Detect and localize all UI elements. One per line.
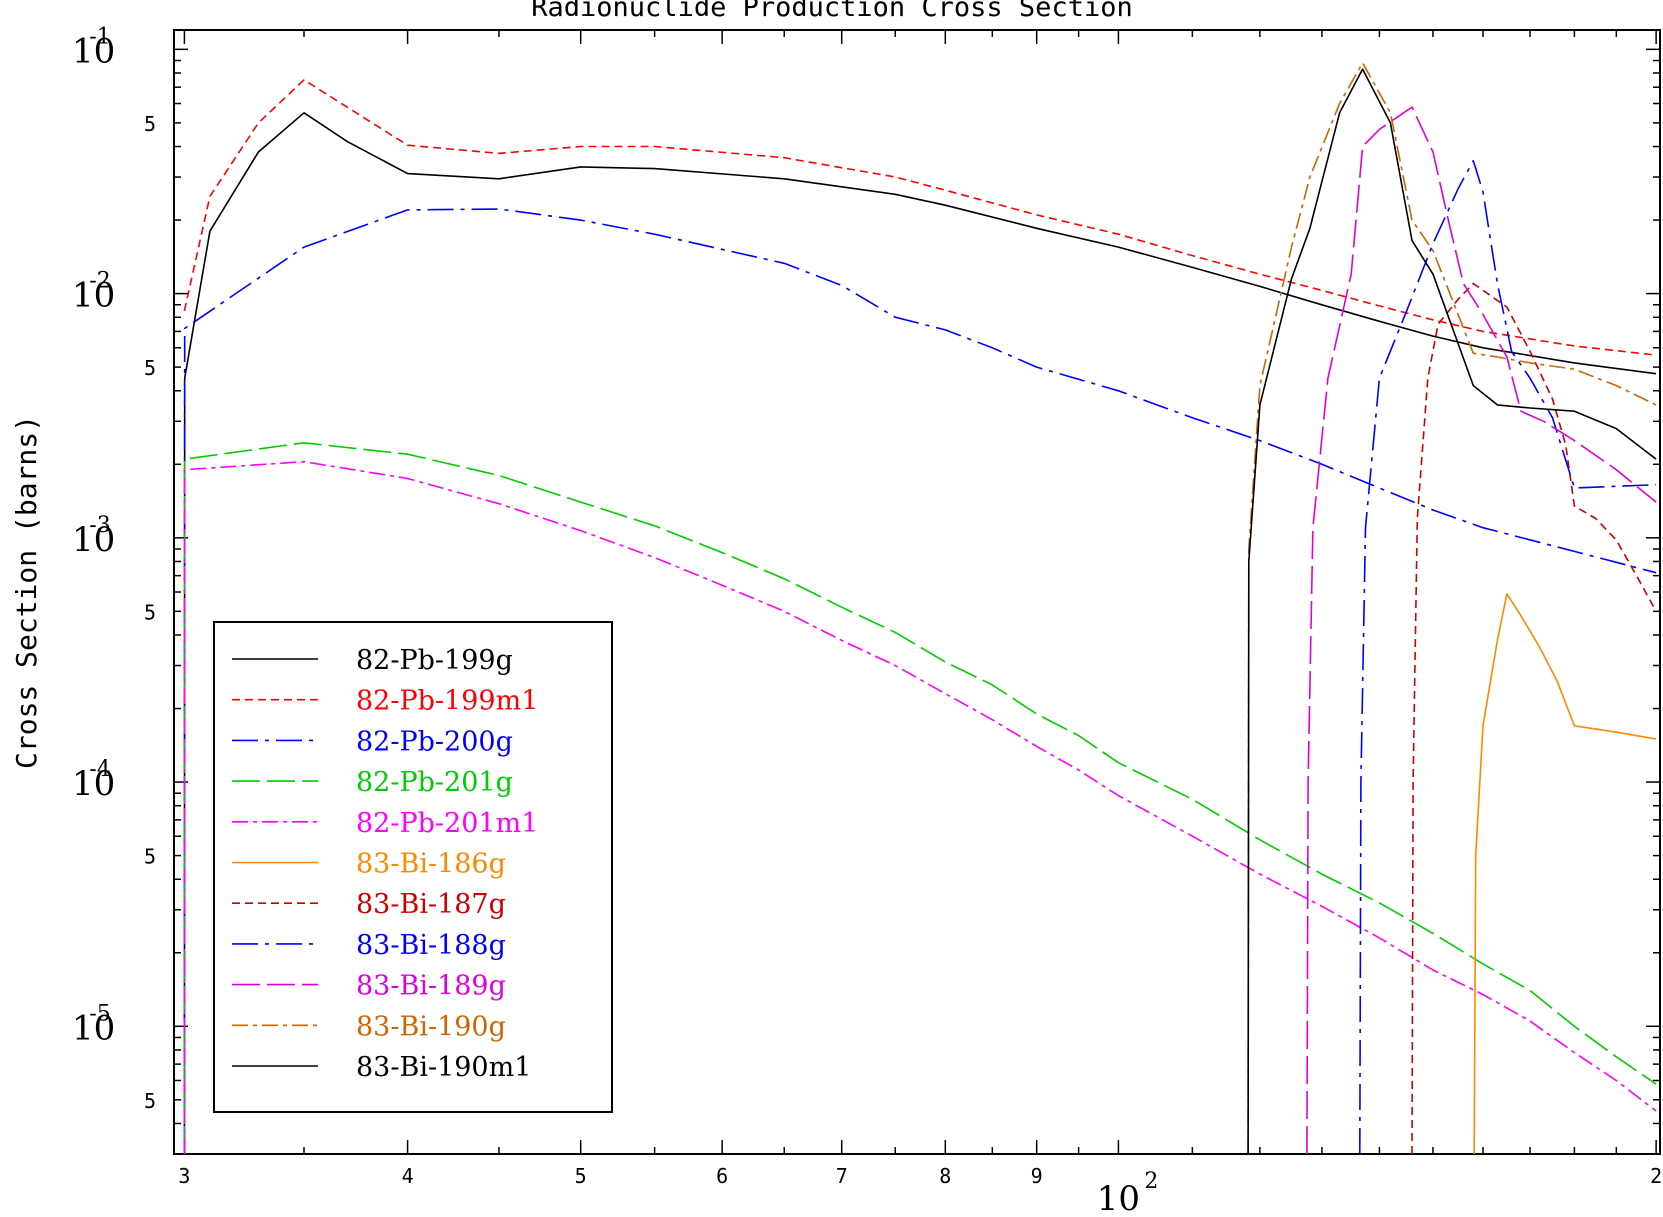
- legend-label-83-bi-190g: 83-Bi-190g: [356, 1011, 506, 1042]
- series-line-83-bi-189g: [1306, 106, 1657, 1154]
- chart-title: Radionuclide Production Cross Section: [531, 0, 1132, 23]
- legend-label-83-bi-187g: 83-Bi-187g: [356, 889, 506, 920]
- legend-label-82-pb-201g: 82-Pb-201g: [356, 767, 513, 798]
- x-tick-label-8: 2: [1650, 1164, 1662, 1188]
- y-tick-label-0: 10: [72, 31, 115, 71]
- y-tick-label-6: 10: [72, 764, 115, 804]
- series-line-83-bi-190g: [1247, 62, 1657, 1154]
- legend-box: [213, 621, 613, 1113]
- y-tick-exponent-2: -2: [89, 269, 110, 294]
- legend: 82-Pb-199g 82-Pb-199m1 82-Pb-200g 82-Pb-201…: [213, 621, 613, 1113]
- y-tick-label-4: 10: [72, 520, 115, 560]
- series-line-83-bi-187g: [1411, 282, 1657, 1154]
- y-tick-label-9: 5: [144, 1089, 156, 1113]
- legend-label-82-pb-199g: 82-Pb-199g: [356, 645, 513, 676]
- series-line-82-pb-201m1: [183, 460, 1657, 1154]
- y-tick-exponent-4: -3: [89, 513, 110, 538]
- legend-label-82-pb-199m1: 82-Pb-199m1: [356, 686, 538, 717]
- series-line-83-bi-188g: [1359, 159, 1657, 1154]
- y-axis-label: Cross Section (barns): [10, 415, 43, 769]
- axis-ticks: [174, 30, 1660, 1155]
- y-tick-label-5: 5: [144, 600, 156, 624]
- series-lines: [183, 62, 1657, 1154]
- y-tick-label-1: 5: [144, 112, 156, 136]
- x-tick-label-3: 6: [716, 1164, 728, 1188]
- x-tick-label-6: 9: [1031, 1164, 1043, 1188]
- series-line-82-pb-200g: [183, 208, 1657, 1154]
- x-tick-label-0: 3: [178, 1164, 190, 1188]
- x-tick-label-5: 8: [939, 1164, 951, 1188]
- y-tick-label-8: 10: [72, 1008, 115, 1048]
- y-tick-exponent-6: -4: [89, 757, 110, 782]
- series-line-83-bi-186g: [1473, 592, 1657, 1154]
- y-tick-label-3: 5: [144, 356, 156, 380]
- legend-label-83-bi-189g: 83-Bi-189g: [356, 971, 506, 1002]
- x-tick-label-7: 10: [1097, 1179, 1140, 1217]
- series-line-82-pb-199m1: [183, 79, 1657, 356]
- legend-label-83-bi-188g: 83-Bi-188g: [356, 930, 506, 961]
- y-tick-exponent-0: -1: [89, 24, 110, 49]
- x-tick-exponent-7: 2: [1144, 1169, 1158, 1194]
- y-tick-label-2: 10: [72, 276, 115, 316]
- legend-label-83-bi-190m1: 83-Bi-190m1: [356, 1052, 531, 1083]
- y-tick-label-7: 5: [144, 845, 156, 869]
- legend-label-82-pb-200g: 82-Pb-200g: [356, 726, 513, 757]
- series-line-83-bi-190m1: [1247, 68, 1657, 1154]
- legend-label-83-bi-186g: 83-Bi-186g: [356, 849, 506, 880]
- series-line-82-pb-199g: [183, 112, 1657, 1154]
- x-tick-label-2: 5: [575, 1164, 587, 1188]
- legend-label-82-pb-201m1: 82-Pb-201m1: [356, 808, 538, 839]
- x-tick-label-1: 4: [402, 1164, 414, 1188]
- y-tick-exponent-8: -5: [89, 1001, 110, 1026]
- x-tick-label-4: 7: [836, 1164, 848, 1188]
